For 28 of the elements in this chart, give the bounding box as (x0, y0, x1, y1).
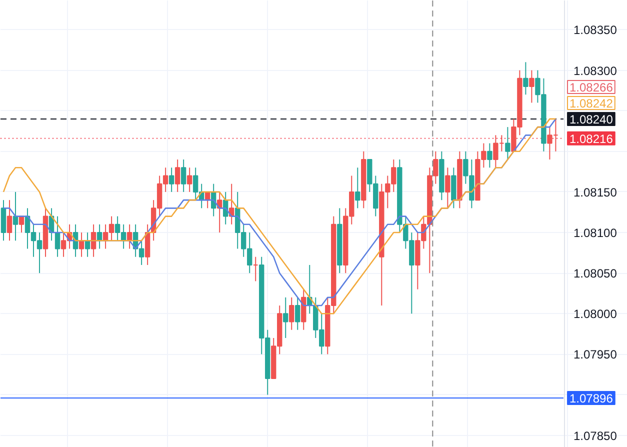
y-tick-label: 1.07850 (574, 428, 618, 443)
candlestick (54, 216, 60, 258)
candlestick (487, 142, 492, 168)
candlestick (295, 296, 300, 330)
y-tick-label: 1.08300 (574, 64, 618, 78)
candlestick (445, 167, 450, 209)
candlestick (355, 167, 360, 209)
y-tick-label: 1.08000 (574, 307, 618, 322)
candlestick (180, 159, 186, 192)
candlestick (289, 296, 294, 330)
ref-line-label: 1.07896 (570, 392, 614, 406)
ref-line-label: 1.08216 (570, 132, 614, 146)
y-tick-label: 1.07950 (574, 348, 618, 362)
text: 1.08242 (570, 96, 614, 110)
candlestick (174, 159, 180, 192)
candlestick (523, 62, 528, 96)
candlestick (186, 167, 192, 192)
candlestick (6, 200, 12, 242)
text: 1.08266 (570, 80, 614, 94)
y-tick-label: 1.08350 (574, 23, 618, 38)
y-tick-label: 1.08100 (574, 226, 618, 240)
candlestick (168, 167, 174, 192)
candlestick (505, 126, 510, 160)
y-tick-label: 1.08150 (574, 185, 618, 200)
candlestick (529, 70, 534, 104)
ref-line-label: 1.08240 (570, 112, 614, 126)
candlestick (283, 296, 288, 338)
y-tick-label: 1.08050 (574, 266, 618, 281)
